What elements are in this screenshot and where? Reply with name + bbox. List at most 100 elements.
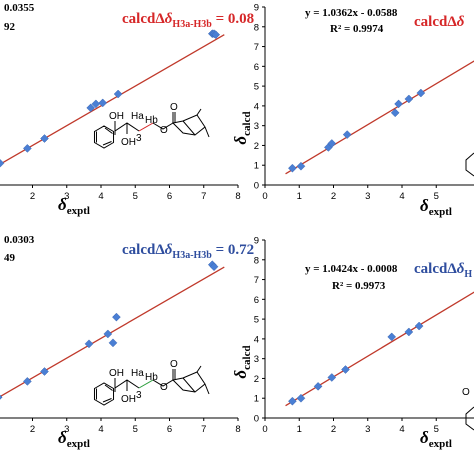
ring-fragment [465, 152, 474, 177]
data-point [404, 94, 414, 104]
x-axis-label-sub: exptl [67, 438, 90, 450]
trendline [0, 34, 225, 165]
calcd-delta: δ [165, 242, 173, 258]
y-tick-label: 6 [254, 295, 259, 306]
regression-equation: 0.0355 [4, 2, 35, 14]
data-point [23, 144, 32, 153]
fragment-oxygen-label: O [462, 387, 470, 398]
calcd-subscript: H3a-H3b [172, 250, 212, 261]
y-tick-label: 5 [254, 315, 259, 326]
oh-label: OH [109, 368, 124, 379]
ring-double-bond [102, 398, 112, 403]
x-tick-label: 4 [399, 424, 404, 435]
y-tick-label: 1 [254, 161, 259, 172]
trendline [285, 291, 474, 407]
calcd-delta-label: calcdΔδH [414, 261, 472, 280]
x-tick-label: 3 [365, 424, 370, 435]
data-point [288, 163, 297, 173]
data-point [341, 365, 350, 374]
data-point [0, 394, 3, 400]
data-point [211, 30, 221, 40]
methyl-bond [204, 126, 210, 138]
x-tick-label: 6 [167, 424, 172, 435]
ring-double-bond [102, 141, 112, 146]
regression-equation: y = 1.0424x - 0.0008 [305, 263, 398, 275]
y-tick-label: 6 [254, 62, 259, 73]
x-axis-label-sub: exptl [429, 206, 452, 218]
x-axis-label-sub: exptl [67, 205, 90, 217]
c3-bond [138, 122, 154, 132]
x-tick-label: 5 [434, 191, 439, 202]
y-tick-label: 8 [254, 22, 259, 33]
x-axis-label: δexptl [58, 428, 90, 450]
bridge-bond [182, 120, 196, 136]
x-tick-label: 5 [434, 424, 439, 435]
x-tick-label: 2 [30, 424, 35, 435]
hb-label: Hb [145, 372, 158, 383]
ester-oxygen-label: O [160, 125, 168, 136]
x-axis-label-main: δ [420, 428, 429, 447]
x-tick-label: 4 [399, 191, 404, 202]
y-axis-label-main: δ [231, 370, 250, 379]
carbonyl-oxygen-label: O [170, 102, 178, 113]
data-point [91, 99, 101, 109]
chart-panel-2: 0 1 2 3 4 5 0 1 2 3 4 5 6 7 8 9 y = 1.0362x - 0.0588 R² =… [231, 3, 474, 218]
calcd-prefix: calcdΔ [414, 261, 457, 277]
x-tick-label: 0 [262, 424, 267, 435]
x-tick-label: 7 [201, 424, 206, 435]
y-tick-label: 2 [254, 374, 259, 385]
x-tick-label: 6 [167, 191, 172, 202]
ester-oxygen-label: O [160, 382, 168, 393]
x-tick-label: 2 [331, 424, 336, 435]
x-tick-label: 8 [235, 191, 240, 202]
x-axis-label-main: δ [58, 428, 67, 447]
y-tick-label: 8 [254, 255, 259, 266]
data-point [327, 139, 337, 148]
data-point [296, 393, 306, 403]
oh-label: OH [109, 111, 124, 122]
ring-double-bond [104, 127, 113, 134]
x-tick-label: 2 [331, 191, 336, 202]
y-tick-label: 2 [254, 141, 259, 152]
x-tick-label: 3 [365, 191, 370, 202]
ketone-bond [196, 365, 202, 373]
data-point [288, 396, 297, 406]
data-point [103, 329, 113, 339]
y-tick-label: 4 [254, 101, 259, 112]
y-tick-label: 9 [254, 236, 259, 247]
x-tick-label: 5 [133, 424, 138, 435]
data-point [98, 98, 108, 108]
calcd-delta: δ [165, 11, 173, 27]
carbon-chain [114, 122, 140, 135]
x-tick-label: 4 [98, 191, 103, 202]
calcd-value: = 0.08 [212, 11, 254, 27]
oh-label: OH [121, 137, 136, 148]
data-point [342, 130, 352, 139]
y-tick-label: 9 [254, 3, 259, 14]
x-axis-label: δexptl [420, 428, 452, 450]
data-point [23, 377, 32, 386]
x-axis-label-main: δ [58, 195, 67, 214]
calcd-subscript: H [464, 269, 472, 280]
x-tick-label: 5 [133, 191, 138, 202]
data-point [84, 339, 94, 349]
carbon-chain [114, 379, 140, 392]
carbonyl-oxygen-label: O [170, 359, 178, 370]
y-axis-label-sub: calcd [241, 345, 253, 369]
x-tick-label: 1 [297, 424, 302, 435]
x-tick-label: 7 [201, 191, 206, 202]
methyl-bond [204, 383, 210, 395]
ha-label: Ha [131, 111, 144, 122]
r-squared-label: R² = 0.9974 [330, 23, 384, 35]
trendline [0, 266, 225, 398]
y-axis-label: δcalcd [231, 111, 253, 144]
calcd-delta-label: calcdΔδH3a-H3b = 0.08 [122, 11, 254, 30]
chart-panel-4: 0 1 2 3 4 5 0 1 2 3 4 5 6 7 8 9 y = 1.0424x - 0.0008 R² =… [231, 236, 474, 450]
oh-label: OH [121, 394, 136, 405]
y-tick-label: 7 [254, 275, 259, 286]
ester-bond [152, 379, 174, 387]
calcd-subscript: H3a-H3b [172, 19, 212, 30]
